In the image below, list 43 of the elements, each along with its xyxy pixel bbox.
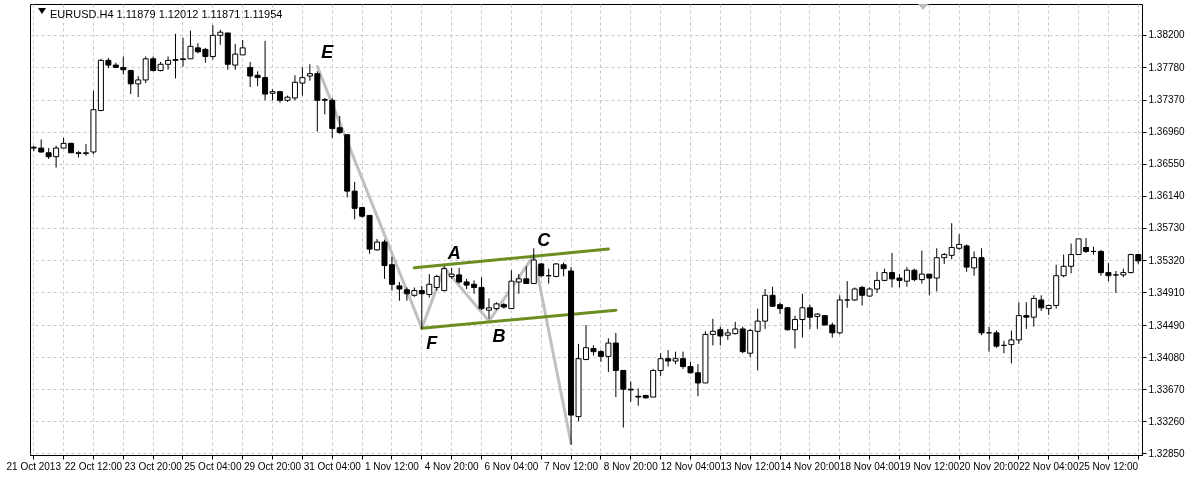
x-tick-label: 13 Nov 12:00 [720,460,781,472]
x-tick-label: 25 Nov 12:00 [1078,460,1139,472]
candlestick [635,387,642,407]
y-tick-label: 1.37780 [1148,61,1186,73]
y-tick-label: 1.34490 [1148,319,1186,331]
y-tick-label: 1.35320 [1148,254,1186,266]
x-tick-label: 29 Oct 20:00 [243,460,302,472]
candlestick [336,115,343,135]
x-tick-label: 6 Nov 04:00 [484,460,539,472]
x-tick-label: 25 Oct 04:00 [184,460,242,472]
x-tick-label: 12 Nov 04:00 [660,460,721,472]
data-label: C [537,230,552,251]
chart-title: EURUSD.H4 1.11879 1.12012 1.11871 1.11954 [50,8,283,20]
y-tick-label: 1.36960 [1148,126,1186,138]
y-tick-label: 1.32850 [1148,447,1186,459]
y-tick-label: 1.38200 [1148,29,1186,41]
y-tick-label: 1.36140 [1148,190,1186,202]
x-tick-label: 7 Nov 12:00 [544,460,599,472]
x-tick-label: 4 Nov 20:00 [424,460,480,472]
x-tick-label: 22 Oct 12:00 [64,460,123,472]
data-label: B [492,326,506,347]
x-tick-label: 19 Nov 12:00 [899,460,960,472]
x-tick-label: 23 Oct 20:00 [124,460,183,472]
data-label: F [426,333,439,354]
x-tick-label: 21 Oct 2013 [6,460,62,472]
data-label: E [321,41,335,62]
x-tick-label: 8 Nov 20:00 [603,460,659,472]
x-tick-label: 31 Oct 04:00 [303,460,362,472]
x-tick-label: 20 Nov 20:00 [959,460,1020,472]
y-tick-label: 1.37370 [1148,94,1186,106]
y-tick-label: 1.33260 [1148,415,1186,427]
y-tick-label: 1.33670 [1148,383,1186,395]
data-label: A [446,242,461,263]
candlestick [844,280,851,309]
y-tick-label: 1.36550 [1148,158,1186,170]
y-tick-label: 1.34080 [1148,351,1186,363]
x-tick-label: 18 Nov 04:00 [839,460,900,472]
x-tick-label: 22 Nov 04:00 [1018,460,1079,472]
x-tick-label: 14 Nov 20:00 [780,460,841,472]
candlestick [627,380,634,403]
y-tick-label: 1.35730 [1148,222,1186,234]
y-tick-label: 1.34910 [1148,286,1186,298]
x-tick-label: 1 Nov 12:00 [364,460,420,472]
